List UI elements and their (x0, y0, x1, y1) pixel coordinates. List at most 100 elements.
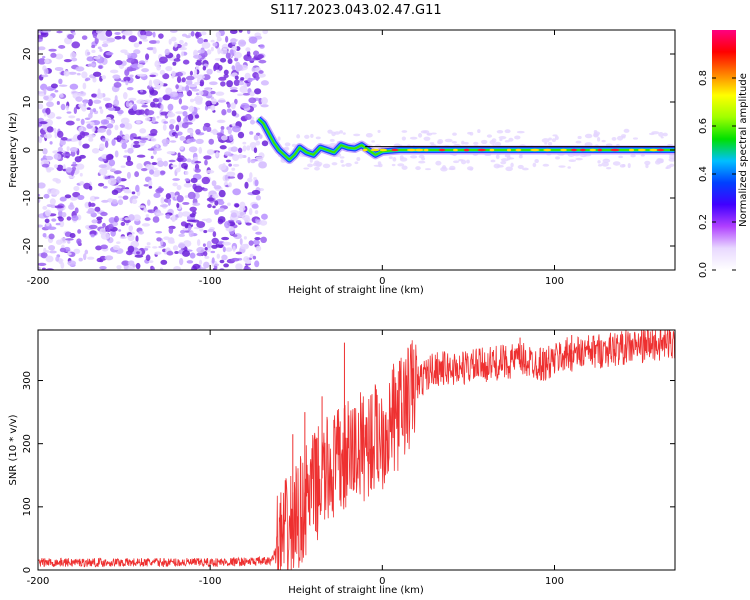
heatmap-cell (199, 228, 204, 232)
heatmap-cell (231, 167, 236, 171)
heatmap-cell (207, 228, 215, 233)
heatmap-cell (147, 148, 156, 151)
heatmap-cell (82, 82, 87, 90)
heatmap-cell (156, 115, 160, 119)
heatmap-cell (418, 160, 426, 164)
heatmap-cell (228, 163, 232, 167)
heatmap-cell (640, 154, 645, 157)
heatmap-cell (158, 33, 164, 39)
heatmap-cell (139, 89, 144, 93)
heatmap-cell (61, 212, 67, 218)
heatmap-cell (219, 259, 225, 264)
heatmap-cell (74, 207, 79, 214)
heatmap-cell (128, 102, 133, 107)
heatmap-cell (89, 202, 96, 207)
heatmap-cell (38, 103, 44, 110)
heatmap-cell (342, 132, 346, 135)
heatmap-cell (181, 211, 191, 217)
heatmap-cell (189, 252, 196, 259)
heatmap-cell (169, 91, 179, 98)
heatmap-cell (198, 146, 203, 154)
heatmap-cell (116, 135, 122, 143)
heatmap-cell (496, 129, 504, 134)
heatmap-cell (44, 118, 54, 127)
snr-x-tick-label: -200 (27, 576, 50, 587)
heatmap-cell (175, 124, 180, 132)
heatmap-cell (160, 103, 164, 111)
heatmap-cell (66, 252, 72, 256)
heatmap-cell (232, 163, 240, 167)
heatmap-cell (100, 119, 110, 125)
heatmap-cell (59, 94, 64, 98)
heatmap-cell (92, 32, 98, 39)
heatmap-cell (69, 146, 78, 153)
heatmap-cell (205, 169, 215, 174)
heatmap-cell (259, 134, 263, 139)
heatmap-cell (104, 255, 114, 261)
heatmap-cell (233, 51, 242, 59)
heatmap-cell (544, 142, 548, 145)
heatmap-cell (134, 254, 144, 258)
heatmap-cell (329, 138, 335, 142)
heatmap-cell (102, 222, 106, 228)
heatmap-cell (237, 147, 243, 154)
heatmap-cell (247, 156, 251, 164)
heatmap-cell (220, 125, 225, 131)
heatmap-cell (322, 163, 331, 169)
snr-series (38, 330, 675, 570)
heatmap-cell (70, 196, 78, 201)
heatmap-cell (421, 157, 426, 161)
heatmap-cell (486, 134, 493, 138)
heatmap-cell (216, 132, 223, 136)
heatmap-cell (239, 238, 243, 246)
heatmap-cell (45, 255, 54, 263)
heatmap-cell (159, 69, 165, 76)
heatmap-cell (217, 47, 221, 55)
heatmap-cell (65, 166, 73, 173)
heatmap-cell (237, 154, 244, 159)
heatmap-cell (177, 211, 183, 218)
heatmap-cell (181, 122, 189, 129)
heatmap-cell (214, 200, 219, 206)
heatmap-cell (244, 181, 249, 189)
heatmap-cell (168, 159, 176, 163)
heatmap-cell (171, 70, 176, 77)
heatmap-cell (225, 52, 231, 60)
heatmap-cell (105, 51, 114, 56)
heatmap-cell (169, 240, 175, 244)
heatmap-cell (247, 177, 253, 183)
heatmap-cell (215, 91, 225, 96)
heatmap-cell (83, 101, 87, 107)
heatmap-cell (221, 236, 230, 241)
heatmap-cell (377, 129, 381, 133)
heatmap-cell (423, 136, 431, 141)
heatmap-cell (227, 127, 233, 135)
heatmap-cell (70, 170, 74, 177)
heatmap-cell (230, 257, 240, 262)
heatmap-cell (68, 71, 77, 75)
heatmap-cell (147, 209, 153, 213)
heatmap-cell (444, 138, 453, 143)
heatmap-cell (78, 257, 83, 262)
heatmap-cell (406, 148, 417, 152)
heatmap-cell (112, 244, 120, 251)
heatmap-cell (106, 128, 112, 136)
heatmap-cell (67, 33, 75, 40)
heatmap-cell (460, 159, 467, 165)
heatmap-cell (174, 251, 179, 254)
heatmap-cell (224, 221, 230, 229)
heatmap-cell (101, 43, 109, 48)
heatmap-cell (38, 262, 47, 267)
heatmap-cell (133, 214, 141, 222)
heatmap-cell (136, 251, 140, 255)
heatmap-cell (139, 34, 148, 40)
heatmap-cell (55, 256, 60, 262)
heatmap-cell (76, 163, 85, 170)
heatmap-cell (107, 107, 116, 111)
heatmap-cell (50, 83, 58, 89)
heatmap-cell (232, 188, 241, 196)
heatmap-cell (87, 98, 93, 107)
heatmap-cell (38, 58, 46, 65)
heatmap-cell (217, 100, 226, 103)
